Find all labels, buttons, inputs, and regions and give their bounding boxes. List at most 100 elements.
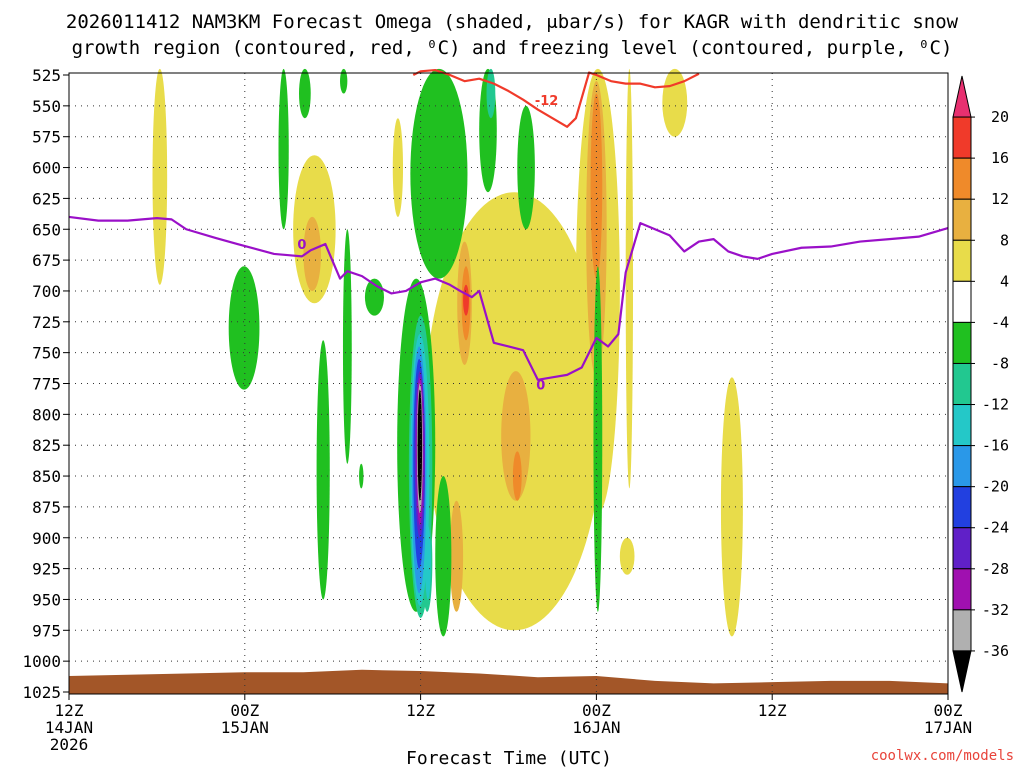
colorbar-label-6: -8 bbox=[991, 354, 1009, 372]
colorbar-label-1: 16 bbox=[991, 149, 1009, 167]
chart-title-line1: 2026011412 NAM3KM Forecast Omega (shaded… bbox=[66, 11, 959, 33]
credit-text: coolwx.com/models bbox=[871, 748, 1014, 764]
y-tick-label-1000: 1000 bbox=[22, 652, 61, 671]
omega-region-17 bbox=[463, 284, 469, 316]
omega-region-30 bbox=[517, 105, 535, 230]
y-tick-label-800: 800 bbox=[32, 405, 61, 424]
omega-region-5 bbox=[625, 68, 634, 489]
colorbar-label-11: -28 bbox=[982, 560, 1009, 578]
colorbar-label-7: -12 bbox=[982, 396, 1009, 414]
omega-region-23 bbox=[342, 229, 352, 464]
pressure-axis: 525 550 575 600 625 650 675 700 725 750 775 800 825 8… bbox=[22, 66, 69, 702]
omega-colorbar: 20 16 12 8 4 -4 -8 -12 -16 -20 -24 -28 -32 -36 bbox=[952, 75, 1009, 693]
plot-area: 0 0 -12 bbox=[68, 68, 949, 695]
y-tick-label-1025: 1025 bbox=[22, 683, 61, 702]
y-tick-label-675: 675 bbox=[32, 251, 61, 270]
freezing-level-label-0: 0 bbox=[297, 238, 306, 253]
colorbar-label-8: -16 bbox=[982, 437, 1009, 455]
colorbar-label-5: -4 bbox=[991, 313, 1009, 331]
colorbar-swatch-9 bbox=[952, 445, 972, 488]
colorbar-label-12: -32 bbox=[982, 601, 1009, 619]
omega-region-9 bbox=[501, 371, 531, 501]
omega-region-19 bbox=[299, 68, 311, 119]
colorbar-swatch-13 bbox=[952, 609, 972, 652]
x-tick-label-24-1: 12Z bbox=[406, 701, 435, 720]
x-tick-label-60-1: 00Z bbox=[934, 701, 963, 720]
grid-lines bbox=[69, 73, 948, 694]
y-tick-label-600: 600 bbox=[32, 159, 61, 178]
colorbar-swatch-3 bbox=[952, 198, 972, 241]
omega-region-42 bbox=[417, 389, 423, 501]
omega-region-7 bbox=[720, 377, 743, 637]
x-tick-label-0-2: 14JAN bbox=[45, 718, 93, 737]
x-axis-title: Forecast Time (UTC) bbox=[406, 748, 612, 768]
y-tick-label-650: 650 bbox=[32, 220, 61, 239]
omega-region-25 bbox=[359, 463, 364, 489]
colorbar-label-10: -24 bbox=[982, 519, 1009, 537]
omega-region-2 bbox=[392, 118, 404, 217]
colorbar-label-0: 20 bbox=[991, 108, 1009, 126]
colorbar-swatch-12 bbox=[952, 568, 972, 611]
dgz-contour-line bbox=[412, 68, 700, 128]
colorbar-swatch-10 bbox=[952, 486, 972, 529]
colorbar-swatch-4 bbox=[952, 239, 972, 282]
freezing-level-label-1: 0 bbox=[536, 379, 545, 394]
x-tick-label-0-3: 2026 bbox=[50, 735, 89, 754]
y-tick-label-950: 950 bbox=[32, 590, 61, 609]
y-tick-label-850: 850 bbox=[32, 467, 61, 486]
chart-title-line2: growth region (contoured, red, ⁰C) and f… bbox=[72, 37, 953, 59]
omega-region-36 bbox=[424, 525, 431, 600]
x-tick-label-36-2: 16JAN bbox=[572, 718, 620, 737]
omega-region-31 bbox=[593, 266, 603, 612]
dgz-contour-label: -12 bbox=[535, 94, 559, 109]
omega-region-27 bbox=[410, 68, 468, 279]
omega-region-12 bbox=[303, 216, 321, 291]
colorbar-swatch-7 bbox=[952, 362, 972, 406]
x-tick-label-60-2: 17JAN bbox=[924, 718, 972, 737]
x-tick-label-12-2: 15JAN bbox=[221, 718, 269, 737]
colorbar-label-4: 4 bbox=[1000, 272, 1009, 290]
colorbar-swatch-2 bbox=[952, 157, 972, 200]
colorbar-swatch-8 bbox=[952, 404, 972, 447]
omega-region-8 bbox=[619, 537, 635, 575]
x-tick-label-0-1: 12Z bbox=[55, 701, 84, 720]
y-tick-label-925: 925 bbox=[32, 560, 61, 579]
surface-terrain bbox=[69, 669, 948, 694]
y-tick-label-875: 875 bbox=[32, 498, 61, 517]
y-tick-label-625: 625 bbox=[32, 189, 61, 208]
x-tick-label-12-1: 00Z bbox=[230, 701, 259, 720]
omega-region-22 bbox=[316, 340, 330, 600]
y-tick-label-550: 550 bbox=[32, 97, 61, 116]
omega-region-20 bbox=[340, 68, 348, 94]
omega-region-6 bbox=[662, 68, 688, 137]
omega-region-14 bbox=[590, 93, 603, 279]
omega-region-13 bbox=[449, 500, 464, 612]
x-tick-label-48-1: 12Z bbox=[758, 701, 787, 720]
colorbar-label-3: 8 bbox=[1000, 231, 1009, 249]
y-tick-label-725: 725 bbox=[32, 313, 61, 332]
y-tick-label-775: 775 bbox=[32, 375, 61, 394]
y-tick-label-975: 975 bbox=[32, 621, 61, 640]
colorbar-top-tip bbox=[952, 75, 972, 118]
y-tick-label-900: 900 bbox=[32, 529, 61, 548]
x-tick-label-36-1: 00Z bbox=[582, 701, 611, 720]
colorbar-swatch-1 bbox=[952, 116, 972, 159]
colorbar-swatch-6 bbox=[952, 321, 972, 364]
omega-region-34 bbox=[486, 68, 496, 119]
contour-lines: 0 0 -12 bbox=[68, 68, 949, 394]
omega-region-16 bbox=[512, 451, 522, 501]
freezing-level-line bbox=[68, 215, 949, 381]
y-tick-label-825: 825 bbox=[32, 436, 61, 455]
omega-region-28 bbox=[435, 476, 452, 637]
colorbar-bottom-tip bbox=[952, 650, 972, 693]
y-tick-label-575: 575 bbox=[32, 128, 61, 147]
colorbar-swatch-11 bbox=[952, 527, 972, 570]
y-tick-label-750: 750 bbox=[32, 344, 61, 363]
colorbar-swatch-5 bbox=[952, 280, 972, 323]
colorbar-label-2: 12 bbox=[991, 190, 1009, 208]
omega-region-18 bbox=[278, 68, 289, 230]
omega-region-0 bbox=[152, 68, 168, 285]
omega-region-21 bbox=[228, 266, 260, 390]
